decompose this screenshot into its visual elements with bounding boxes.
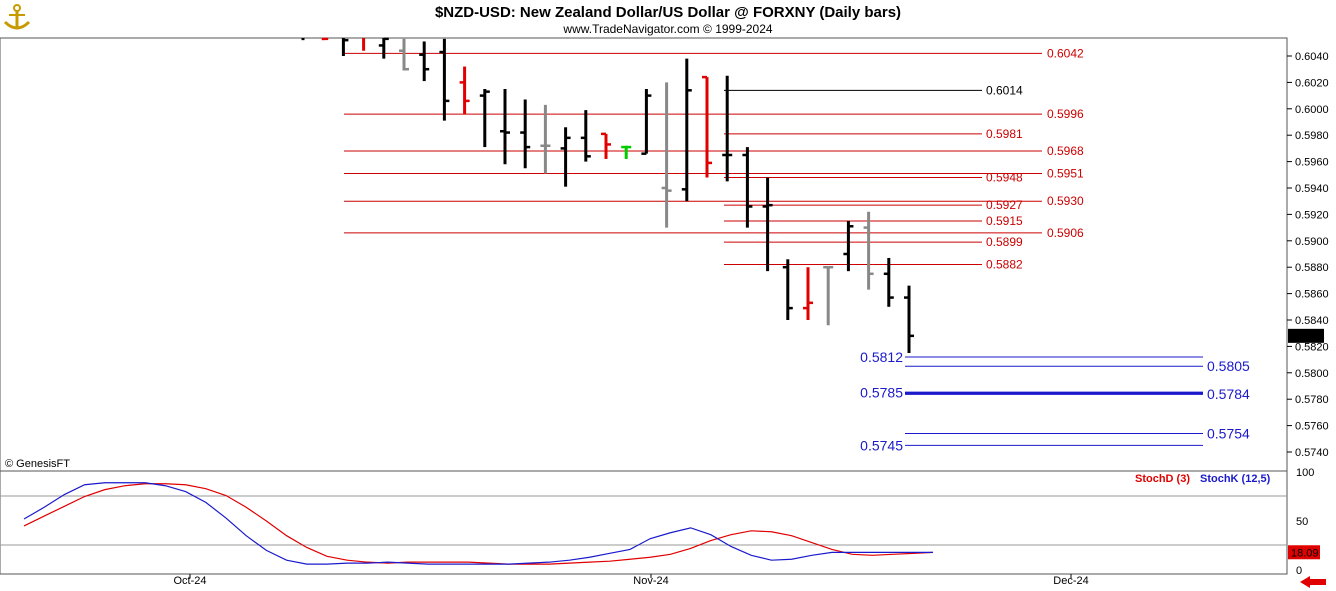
price-bar [321,37,329,41]
price-bar [459,66,470,115]
price-tick-label: 0.5820 [1295,341,1329,353]
stoch-axis: 100 50 0 18.09 [1288,467,1320,577]
price-tick-label: 0.5860 [1295,289,1329,301]
price-tick-label: 0.5780 [1295,394,1329,406]
support-label: 0.5784 [1207,386,1250,402]
resistance-label: 0.6042 [1047,46,1084,60]
price-tick-label: 0.5760 [1295,421,1329,433]
price-bar [341,38,349,56]
price-tick-label: 0.5940 [1295,183,1329,195]
price-bars [301,37,914,353]
price-bar [378,37,389,59]
chart-subtitle: www.TradeNavigator.com © 1999-2024 [562,22,772,36]
price-tick-label: 0.5880 [1295,262,1329,274]
price-bar [681,58,692,202]
price-tick-label: 0.6040 [1295,51,1329,63]
price-tick-label: 0.5740 [1295,447,1329,459]
price-tick-label: 0.5800 [1295,368,1329,380]
scroll-left-arrow-icon[interactable] [1298,575,1328,589]
resistance-label: 0.5927 [986,198,1023,212]
price-bar [500,89,510,165]
stoch-tick-label: 100 [1296,467,1314,479]
price-bar [843,221,854,272]
stoch-tick-label: 50 [1296,516,1308,528]
price-bar [580,110,591,162]
price-tick-label: 0.6020 [1295,77,1329,89]
price-tick-label: 0.5920 [1295,209,1329,221]
price-bar [399,38,409,71]
price-tick-label: 0.6000 [1295,104,1329,116]
last-price-label: 0.5828 [1291,331,1325,343]
time-tick-label: Dec-24 [1053,575,1088,587]
price-bar [722,75,733,182]
price-bar [439,38,450,121]
resistance-label: 0.5906 [1047,226,1084,240]
stoch-last-box [1288,545,1320,560]
price-panel [0,37,1288,472]
support-label: 0.5812 [860,349,903,365]
last-price-box [1288,328,1324,343]
resistance-label: 0.5996 [1047,107,1084,121]
resistance-label: 0.5930 [1047,194,1084,208]
resistance-label: 0.5951 [1047,166,1084,180]
price-bar [560,127,571,187]
stoch-last-label: 18.09 [1291,547,1319,559]
stoch-k-line [23,482,933,565]
stochastic-lines [23,482,934,565]
price-bar [762,177,773,272]
copyright-label: © GenesisFT [5,458,70,470]
stoch-tick-label: 0 [1296,565,1302,577]
resistance-label: 0.5899 [986,235,1023,249]
stoch-d-line [23,483,934,565]
resistance-label: 0.5915 [986,214,1023,228]
price-bar [661,82,672,228]
resistance-label: 0.5981 [986,127,1023,141]
price-bar [540,104,551,174]
price-tick-label: 0.5840 [1295,315,1329,327]
anchor-icon [3,4,31,30]
time-tick-label: Nov-24 [633,575,668,587]
support-label: 0.5745 [860,437,903,453]
stoch-d-legend: StochD (3) [1135,473,1190,485]
price-bar [823,265,834,326]
price-bar [803,267,813,320]
chart-title: $NZD-USD: New Zealand Dollar/US Dollar @… [435,4,901,21]
price-bar [520,99,531,169]
resistance-label: 0.5948 [986,170,1023,184]
price-bar [702,75,712,178]
support-label: 0.5785 [860,385,903,401]
price-bar [601,132,611,159]
price-bar [419,41,430,82]
support-label: 0.5754 [1207,426,1250,442]
time-tick-label: Oct-24 [173,575,206,587]
price-bar [479,89,490,148]
time-axis: Oct-24 Nov-24 Dec-24 [173,574,1089,587]
price-bar [621,145,632,159]
price-bar [863,211,874,290]
price-bar [904,285,914,353]
key-level-label: 0.6014 [986,83,1023,97]
stoch-k-legend: StochK (12,5) [1200,473,1271,485]
price-tick-label: 0.5980 [1295,130,1329,142]
price-axis: 0.6040 0.6020 0.6000 0.5980 0.5960 0.5940 0.59… [1287,51,1329,459]
resistance-label: 0.5968 [1047,144,1084,158]
stoch-panel [0,470,1288,575]
price-bar [742,147,753,228]
price-bar [641,89,652,155]
price-tick-label: 0.5900 [1295,236,1329,248]
resistance-label: 0.5882 [986,258,1023,272]
price-bar [782,259,793,320]
price-bar [883,257,894,307]
level-lines: 0.6042 0.5996 0.5968 0.5951 0.5930 0.5906 0.59… [344,46,1250,453]
support-label: 0.5805 [1207,358,1250,374]
price-tick-label: 0.5960 [1295,157,1329,169]
